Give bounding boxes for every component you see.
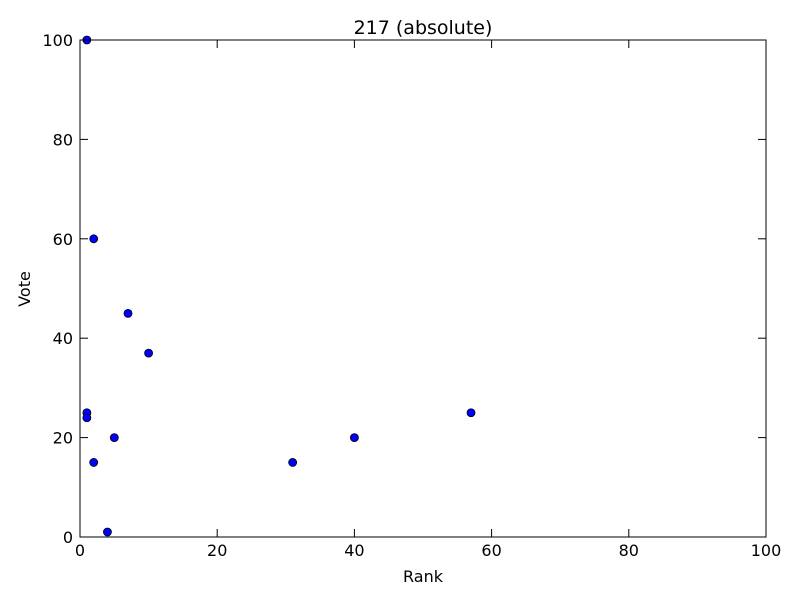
data-point (89, 234, 99, 244)
plot-area (80, 40, 766, 537)
data-point (144, 348, 154, 358)
x-tick-label: 80 (619, 541, 639, 560)
y-tick-label: 40 (53, 329, 73, 348)
chart-title: 217 (absolute) (354, 17, 493, 39)
data-point (466, 408, 476, 418)
plot-frame (79, 39, 767, 538)
y-tick-label: 20 (53, 429, 73, 448)
data-point (89, 458, 99, 467)
y-tick-label: 0 (63, 528, 73, 547)
x-tick-label: 20 (207, 541, 227, 560)
x-tick-label: 100 (751, 541, 782, 560)
y-tick-label: 100 (42, 31, 73, 50)
data-point (82, 413, 92, 423)
data-point (123, 308, 133, 318)
x-tick-label: 0 (75, 541, 85, 560)
y-tick-label: 80 (53, 130, 73, 149)
y-tick-label: 60 (53, 230, 73, 249)
data-point (288, 458, 298, 467)
data-points-group (82, 35, 476, 537)
data-point (349, 433, 359, 443)
x-tick-label: 60 (481, 541, 501, 560)
data-point (103, 527, 112, 537)
y-axis-ticks: 0 20 40 60 80 100 (42, 31, 766, 547)
x-tick-label: 40 (344, 541, 364, 560)
y-axis-label: Vote (15, 271, 34, 307)
data-point (109, 433, 119, 443)
x-axis-ticks: 0 20 40 60 80 100 (75, 40, 781, 560)
x-axis-label: Rank (403, 567, 444, 586)
